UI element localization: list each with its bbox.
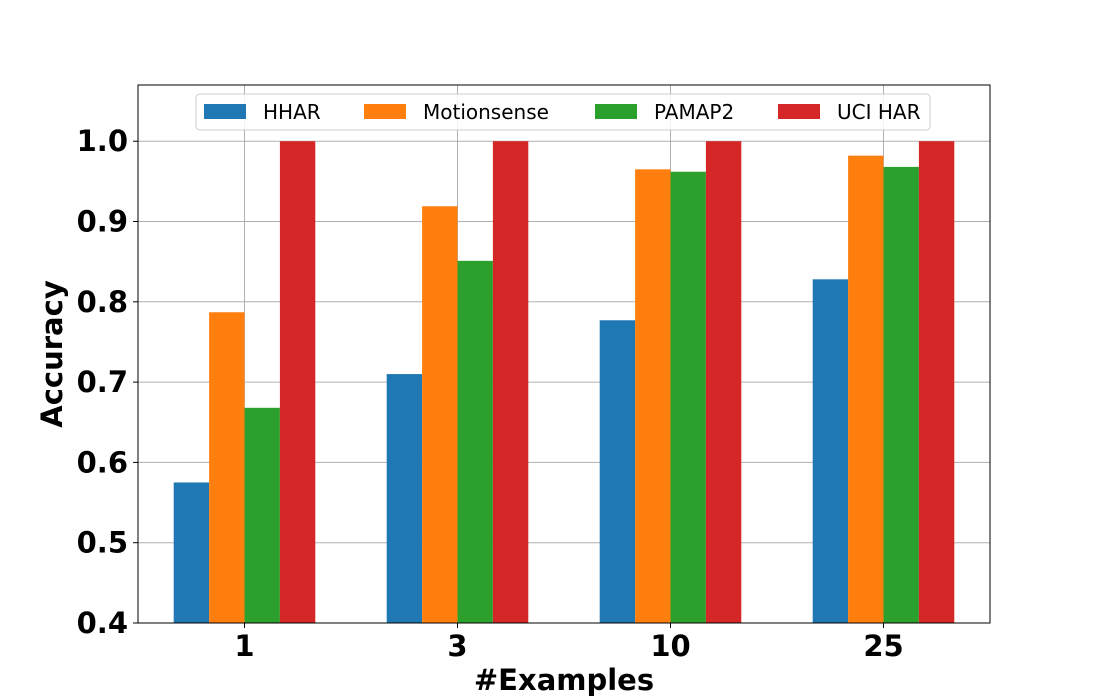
bar-motionsense-25 <box>848 155 884 623</box>
bar-uci-har-25 <box>918 141 955 623</box>
bars <box>173 141 955 623</box>
legend-swatch <box>778 104 820 119</box>
x-tick-label: 10 <box>650 629 690 663</box>
bar-pamap2-10 <box>670 171 706 623</box>
x-tick-label: 25 <box>863 629 903 663</box>
y-tick-label: 0.4 <box>77 606 128 640</box>
y-tick-label: 0.8 <box>77 285 128 319</box>
bar-pamap2-3 <box>457 260 493 623</box>
x-tick-label: 1 <box>234 629 254 663</box>
legend: HHAR Motionsense PAMAP2 UCI HAR <box>195 93 931 131</box>
legend-label: Motionsense <box>423 100 549 124</box>
legend-swatch <box>364 104 406 119</box>
bar-hhar-25 <box>812 279 849 623</box>
y-tick-label: 0.7 <box>77 365 128 399</box>
x-axis-ticks: 1 3 10 25 <box>234 623 904 663</box>
bar-uci-har-10 <box>705 141 742 623</box>
bar-pamap2-25 <box>883 166 919 623</box>
legend-label: HHAR <box>263 100 321 124</box>
y-tick-label: 0.6 <box>77 445 128 479</box>
legend-swatch <box>595 104 637 119</box>
y-tick-label: 1.0 <box>77 124 128 158</box>
x-axis-label: #Examples <box>474 663 654 697</box>
y-tick-label: 0.9 <box>77 205 128 239</box>
y-axis-ticks: 0.4 0.5 0.6 0.7 0.8 0.9 1.0 <box>77 124 138 640</box>
legend-label: UCI HAR <box>837 100 921 124</box>
bar-pamap2-1 <box>244 407 280 623</box>
plot-area <box>137 84 991 624</box>
bar-hhar-1 <box>173 482 210 623</box>
bar-uci-har-1 <box>279 141 316 623</box>
x-tick-label: 3 <box>447 629 467 663</box>
legend-frame <box>195 93 931 131</box>
legend-swatch <box>204 104 246 119</box>
bar-hhar-3 <box>386 374 423 623</box>
legend-label: PAMAP2 <box>654 100 734 124</box>
y-axis-label: Accuracy <box>35 280 69 428</box>
bar-motionsense-10 <box>635 169 671 623</box>
y-tick-label: 0.5 <box>77 526 128 560</box>
bar-uci-har-3 <box>492 141 529 623</box>
bar-motionsense-3 <box>422 206 458 623</box>
bar-hhar-10 <box>599 320 636 623</box>
bar-motionsense-1 <box>209 312 245 623</box>
